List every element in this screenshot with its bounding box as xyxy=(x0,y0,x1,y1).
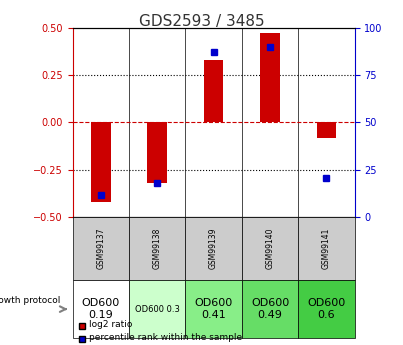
Text: GSM99138: GSM99138 xyxy=(153,228,162,269)
Text: OD600 0.3: OD600 0.3 xyxy=(135,305,180,314)
Text: OD600
0.19: OD600 0.19 xyxy=(82,298,120,320)
Text: GSM99141: GSM99141 xyxy=(322,228,331,269)
Text: log2 ratio: log2 ratio xyxy=(89,320,132,329)
Bar xyxy=(204,60,223,122)
Text: OD600
0.49: OD600 0.49 xyxy=(251,298,289,320)
Text: OD600
0.41: OD600 0.41 xyxy=(195,298,233,320)
Text: GSM99140: GSM99140 xyxy=(266,228,274,269)
Text: percentile rank within the sample: percentile rank within the sample xyxy=(89,333,242,342)
Bar xyxy=(91,122,110,202)
Text: OD600
0.6: OD600 0.6 xyxy=(307,298,345,320)
Bar xyxy=(147,122,167,183)
Text: growth protocol: growth protocol xyxy=(0,296,60,305)
Text: GDS2593 / 3485: GDS2593 / 3485 xyxy=(139,14,264,29)
Text: GSM99139: GSM99139 xyxy=(209,228,218,269)
Bar xyxy=(260,33,280,122)
Text: GSM99137: GSM99137 xyxy=(96,228,105,269)
Bar xyxy=(317,122,336,138)
